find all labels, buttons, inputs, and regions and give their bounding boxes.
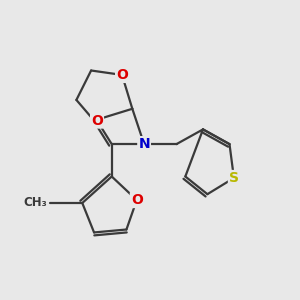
- Text: S: S: [229, 171, 239, 185]
- Text: N: N: [138, 137, 150, 151]
- Text: O: O: [131, 193, 143, 207]
- Text: O: O: [91, 114, 103, 128]
- Text: CH₃: CH₃: [23, 196, 47, 209]
- Text: O: O: [116, 68, 128, 82]
